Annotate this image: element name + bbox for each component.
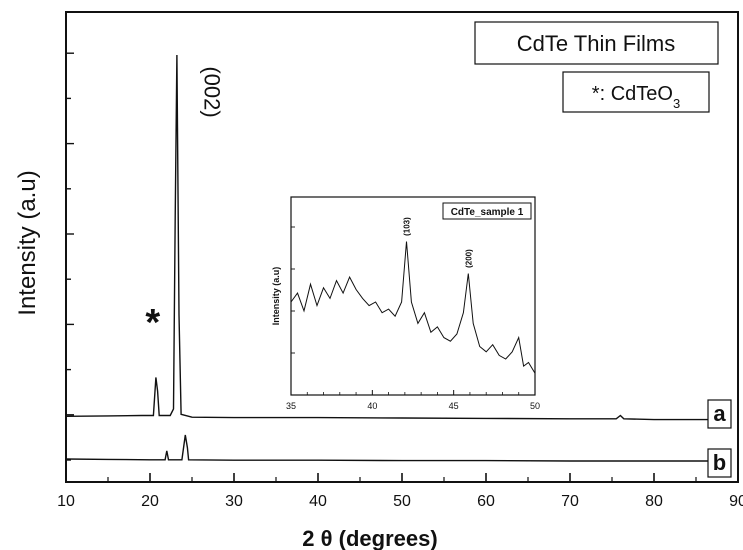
main-x-tick-label: 50: [393, 493, 411, 510]
inset-x-tick-labels: 35 40 45 50: [286, 401, 540, 411]
inset-peak-label: (103): [402, 217, 411, 236]
inset-x-tick-label: 50: [530, 401, 540, 411]
legend-marker-box: [562, 71, 710, 113]
inset-chart: 35 40 45 50 (103) (200) CdTe_sample 1 Intens…: [271, 196, 540, 411]
inset-title-box: [442, 202, 532, 220]
legend-title: CdTe Thin Films: [517, 31, 676, 56]
peak-label-002: (002): [200, 66, 225, 117]
series-line-b: [65, 434, 726, 462]
main-x-tick-label: 80: [645, 493, 663, 510]
series-tag-b: b: [707, 448, 732, 478]
inset-title: CdTe_sample 1: [451, 207, 524, 218]
series-tag-a: a: [707, 399, 732, 429]
inset-series-line: [290, 241, 536, 374]
inset-x-tick-label: 35: [286, 401, 296, 411]
inset-axis-ticks: [290, 226, 536, 395]
series-line-a: [65, 54, 726, 421]
legend-title-box: [474, 21, 719, 65]
main-x-tick-label: 30: [225, 493, 243, 510]
main-x-axis-label: 2 θ (degrees): [302, 526, 437, 550]
main-series-lines: [65, 54, 726, 462]
main-x-tick-label: 90: [729, 493, 743, 510]
main-axis-ticks: [65, 52, 739, 482]
main-x-tick-label: 40: [309, 493, 327, 510]
main-x-tick-labels: 10 20 30 40 50 60 70 80 90: [57, 493, 743, 510]
legend: CdTe Thin Films *: CdTeO3: [474, 21, 719, 113]
main-x-tick-label: 70: [561, 493, 579, 510]
series-tag-b-label: b: [713, 450, 726, 475]
cdteo3-peak-marker: *: [145, 302, 160, 344]
inset-x-tick-label: 40: [367, 401, 377, 411]
inset-peak-label: (200): [464, 249, 473, 268]
inset-plot-frame: [290, 196, 536, 396]
inset-y-axis-label: Intensity (a.u): [271, 267, 281, 326]
inset-series-line: [290, 241, 536, 374]
main-x-tick-label: 20: [141, 493, 159, 510]
main-x-tick-label: 60: [477, 493, 495, 510]
inset-x-tick-label: 45: [449, 401, 459, 411]
main-y-axis-label: Intensity (a.u): [14, 170, 41, 315]
series-tag-a-label: a: [713, 401, 726, 426]
main-x-tick-label: 10: [57, 493, 75, 510]
inset-peak-labels: (103) (200): [402, 217, 473, 268]
